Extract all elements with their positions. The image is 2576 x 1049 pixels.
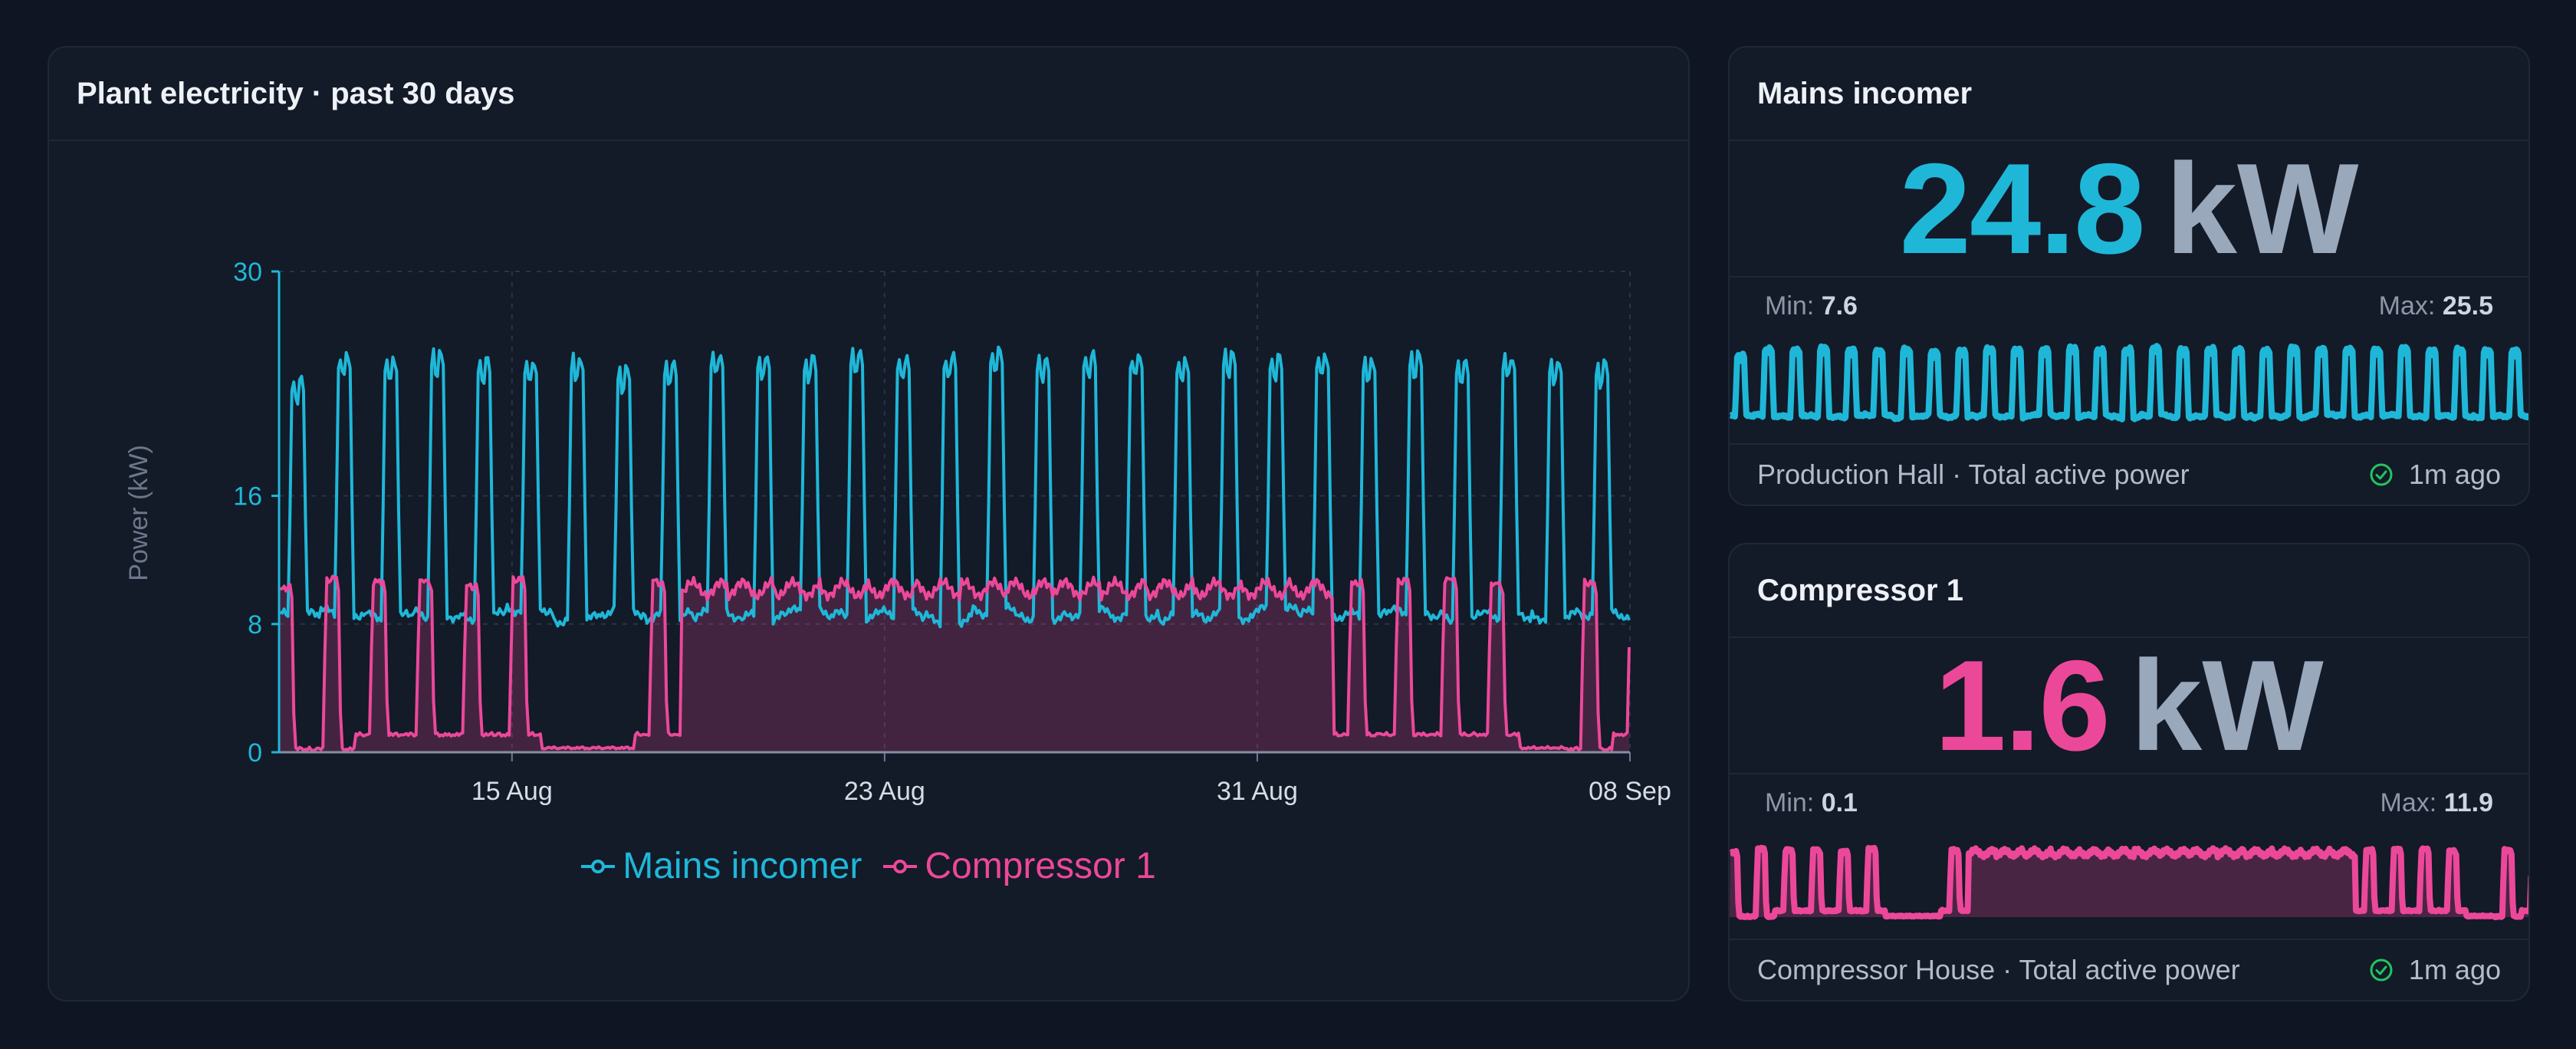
chart-axes: 0 8 16 30 15 Aug 23 Aug 31 Aug 08 Sep bbox=[233, 258, 1671, 806]
y-axis-label: Power (kW) bbox=[124, 445, 153, 581]
x-tick-label: 31 Aug bbox=[1217, 777, 1298, 806]
source-label: Production Hall · Total active power bbox=[1757, 459, 2190, 490]
check-circle-icon bbox=[2370, 463, 2393, 486]
legend-label: Mains incomer bbox=[623, 846, 863, 886]
card-footer: Production Hall · Total active power 1m … bbox=[1730, 443, 2528, 505]
max-value: Max: 11.9 bbox=[2380, 788, 2493, 817]
value-number: 24.8 bbox=[1899, 136, 2146, 281]
y-tick-label: 8 bbox=[248, 610, 262, 640]
max-value: Max: 25.5 bbox=[2378, 291, 2493, 321]
chart-line-layer bbox=[279, 345, 1631, 752]
last-updated: 1m ago bbox=[2369, 954, 2501, 986]
legend-line-marker-icon bbox=[581, 859, 616, 873]
value-number: 1.6 bbox=[1934, 633, 2111, 778]
updated-text: 1m ago bbox=[2408, 459, 2501, 490]
value-unit: kW bbox=[2130, 633, 2324, 778]
last-updated: 1m ago bbox=[2369, 459, 2501, 491]
source-label: Compressor House · Total active power bbox=[1757, 954, 2240, 985]
sparkline bbox=[1730, 343, 2528, 423]
sparkline-area bbox=[1730, 847, 2528, 917]
card-title: Mains incomer bbox=[1730, 48, 2528, 141]
min-max-row: Min: 0.1 Max: 11.9 bbox=[1765, 788, 2493, 818]
compressor-stat-card: Compressor 1 1.6 kW Min: 0.1 Max: 11.9 C… bbox=[1728, 543, 2530, 1001]
mains-incomer-stat-card: Mains incomer 24.8 kW Min: 7.6 Max: 25.5… bbox=[1728, 46, 2530, 506]
x-tick-label: 15 Aug bbox=[472, 777, 553, 806]
card-title: Compressor 1 bbox=[1730, 544, 2528, 638]
power-chart-panel: Plant electricity · past 30 days 0 8 16 30 1… bbox=[48, 46, 1690, 1001]
x-tick-label: 23 Aug bbox=[844, 777, 925, 806]
updated-text: 1m ago bbox=[2408, 954, 2501, 985]
min-value: Min: 7.6 bbox=[1765, 291, 1858, 321]
y-tick-label: 16 bbox=[233, 482, 262, 511]
card-footer: Compressor House · Total active power 1m… bbox=[1730, 939, 2528, 1000]
chart-area-layer bbox=[280, 576, 1629, 752]
x-tick-label: 08 Sep bbox=[1589, 777, 1671, 806]
series-line-compressor bbox=[280, 574, 1631, 752]
series-line-mains bbox=[279, 345, 1631, 629]
sparkline-line bbox=[1730, 844, 2528, 920]
value-unit: kW bbox=[2165, 136, 2359, 281]
power-line-chart[interactable]: 0 8 16 30 15 Aug 23 Aug 31 Aug 08 Sep Power (kW… bbox=[49, 141, 1690, 831]
check-circle-icon bbox=[2370, 959, 2393, 982]
y-tick-label: 0 bbox=[248, 738, 262, 768]
legend-item-mains[interactable]: Mains incomer bbox=[581, 845, 862, 887]
chart-legend: Mains incomer Compressor 1 bbox=[49, 845, 1688, 887]
min-value: Min: 0.1 bbox=[1765, 788, 1858, 817]
current-value: 24.8 kW bbox=[1730, 141, 2528, 278]
sparkline-line bbox=[1730, 343, 2528, 423]
sparkline bbox=[1730, 844, 2528, 920]
legend-item-compressor[interactable]: Compressor 1 bbox=[883, 845, 1156, 887]
current-value: 1.6 kW bbox=[1730, 638, 2528, 774]
y-tick-label: 30 bbox=[233, 258, 262, 287]
legend-line-marker-icon bbox=[883, 859, 918, 873]
min-max-row: Min: 7.6 Max: 25.5 bbox=[1765, 291, 2493, 321]
legend-label: Compressor 1 bbox=[925, 846, 1156, 886]
series-area-compressor bbox=[280, 576, 1629, 752]
panel-title: Plant electricity · past 30 days bbox=[49, 48, 1688, 141]
